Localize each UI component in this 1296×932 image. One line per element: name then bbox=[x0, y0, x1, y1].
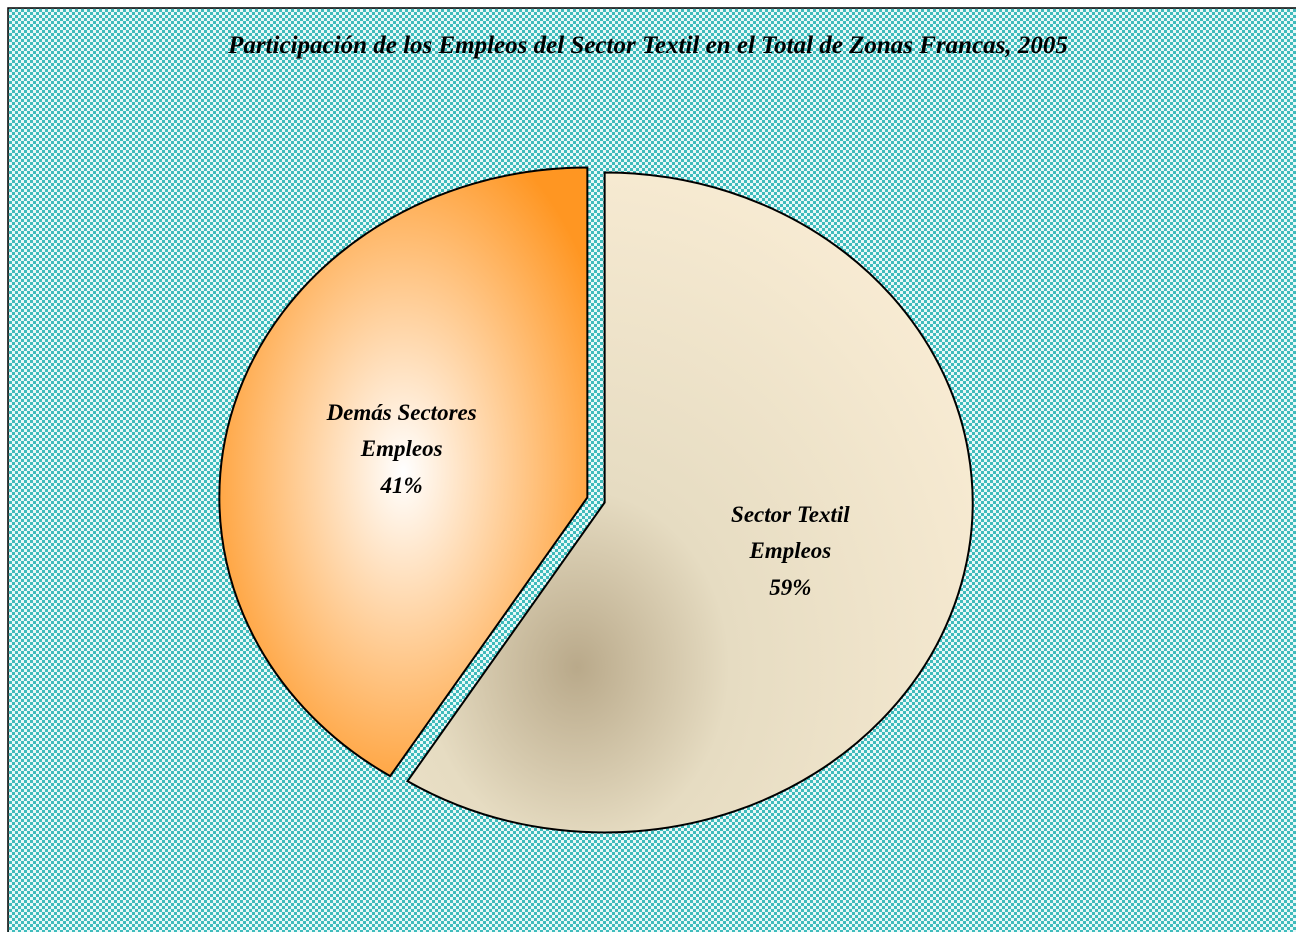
chart-title: Participación de los Empleos del Sector … bbox=[228, 32, 1068, 59]
pie-slice bbox=[406, 171, 974, 834]
slice-category-label: Sector Textil Empleos bbox=[731, 501, 850, 563]
pie-slice bbox=[218, 166, 589, 778]
slice-value-label: 59% bbox=[769, 574, 812, 600]
slice-category-label: Demás Sectores Empleos bbox=[326, 400, 477, 462]
slice-value-label: 41% bbox=[380, 473, 423, 499]
